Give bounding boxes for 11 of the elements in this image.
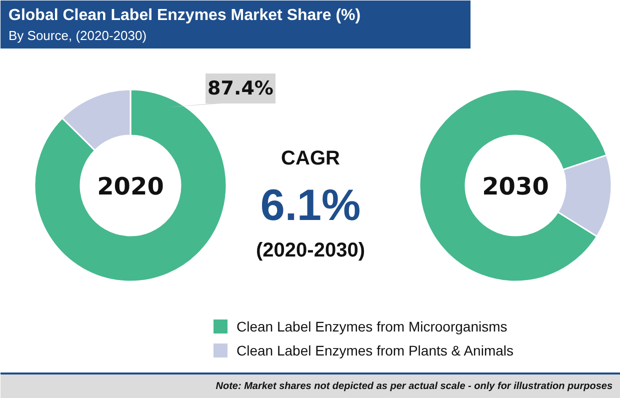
legend-label: Clean Label Enzymes from Microorganisms (236, 318, 508, 334)
text: CAGR (281, 148, 340, 170)
text: Global Clean Label Enzymes Market Share (%) (8, 7, 361, 24)
legend-label: Clean Label Enzymes from Plants & Animals (236, 342, 514, 358)
text: Note: Market shares not depicted as per actual scale - only for illustration purposes (216, 381, 613, 392)
text: (2020-2030) (256, 240, 365, 262)
data-label: 87.4% (208, 78, 274, 100)
text: By Source, (2020-2030) (8, 28, 147, 43)
text: 2020 (97, 172, 164, 200)
text: 2030 (482, 172, 549, 200)
text: 6.1% (260, 181, 361, 230)
